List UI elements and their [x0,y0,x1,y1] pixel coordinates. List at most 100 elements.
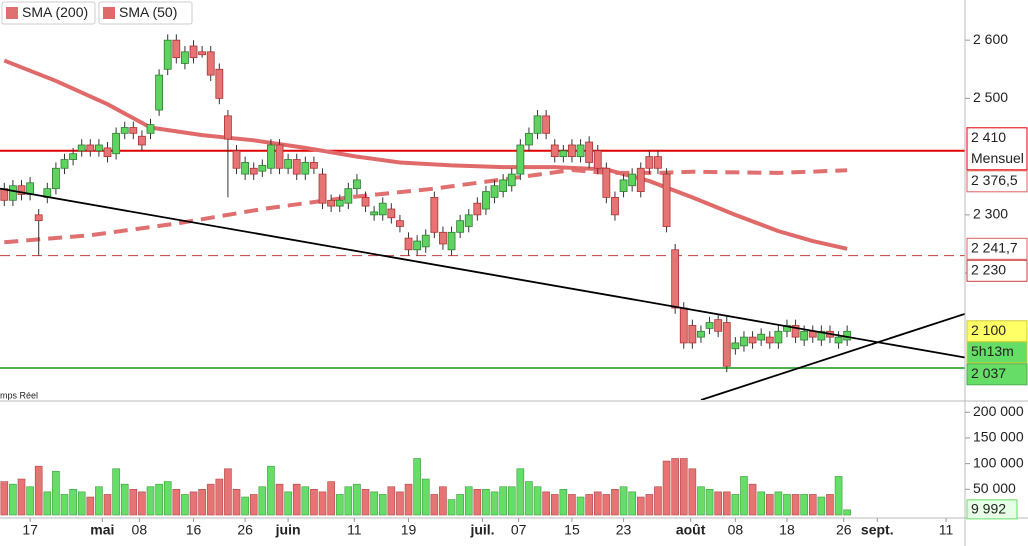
trendline [700,312,965,400]
candle-body [34,214,43,222]
x-tick-label: 23 [616,522,632,538]
candle-body [52,167,60,190]
candle-body [421,234,430,248]
candle-body [361,196,370,207]
volume-bar [731,494,740,516]
price-tag-label: 2 376,5 [971,172,1018,188]
candle-body [344,188,353,204]
volume-bar [456,494,464,516]
candle-body [765,336,774,344]
candle-body [172,39,181,59]
candle-body [636,167,645,192]
volume-bar [138,491,146,516]
volume-bar [533,486,542,516]
x-tick-label: 18 [779,522,795,538]
volume-bar [95,486,103,516]
volume-bar [327,481,335,516]
candle-body [740,336,748,347]
volume-bar [361,489,370,516]
volume-bar [576,496,585,516]
x-tick-label: 11 [939,522,954,538]
candle-body [817,330,826,341]
x-tick-label: mai [90,522,114,538]
volume-bar [714,491,722,516]
x-tick-label: août [676,522,706,538]
volume-bar [808,494,817,516]
volume-bar [593,491,602,516]
volume-bar [146,486,155,516]
price-tag [966,170,1028,193]
volume-bar [490,491,499,516]
candle-body [292,159,301,175]
volume-bar [9,483,17,516]
candle-body [619,179,628,192]
candle-body [413,240,422,251]
candle-body [181,51,189,64]
y-tick-label: 200 000 [973,403,1024,419]
volume-bar [585,494,593,516]
x-tick-label: 08 [132,522,148,538]
candle-body [705,322,714,329]
volume-bar [353,483,361,516]
volume-bar [748,483,757,516]
candle-body [353,179,361,190]
trendline [0,187,965,359]
volume-panel [0,458,851,516]
price-tag [966,363,1028,386]
candle-body [679,307,688,344]
candle-body [258,164,267,172]
volume-bar [387,486,396,516]
candle-body [482,191,490,210]
candle-body [568,144,576,158]
volume-bar [249,494,258,516]
volume-bar [834,476,843,516]
candle-body [602,167,611,198]
volume-bar [86,496,95,516]
candle-body [112,132,121,155]
volume-bar [52,471,60,516]
volume-bar [654,486,662,516]
volume-bar [284,491,292,516]
volume-bar [619,486,628,516]
legend-swatch [6,7,18,19]
volume-bar [843,509,851,516]
volume-bar [0,481,9,516]
volume-bar [335,494,344,516]
price-tag-sub: Mensuel [971,150,1024,166]
candle-body [129,127,138,134]
volume-bar [688,468,697,516]
volume-bar [241,496,249,516]
candle-body [396,220,404,227]
volume-tag-label: 9 992 [971,501,1006,517]
candle-body [697,330,705,338]
volume-bar [43,491,52,516]
volume-bar [378,494,387,516]
volume-bar [791,494,800,516]
volume-bar [482,489,490,516]
y-tick-label: 150 000 [973,429,1024,445]
volume-bar [817,496,826,516]
volume-bar [413,458,421,516]
volume-bar [421,478,430,516]
volume-bar [722,491,731,516]
volume-bar [232,489,241,516]
volume-bar [542,491,550,516]
volume-bar [507,486,516,516]
candle-body [628,173,637,187]
volume-bar [181,494,189,516]
volume-bar [671,458,679,516]
x-tick-label: 15 [564,522,580,538]
legend-item: SMA (50) [98,1,193,25]
volume-bar [275,483,284,516]
y-tick-label: 2 600 [973,31,1008,47]
candle-body [688,325,697,344]
volume-bar [34,465,43,516]
x-tick-label: 26 [836,522,852,538]
price-tag-label: 2 241,7 [971,239,1018,255]
volume-bar [103,494,112,516]
candle-body [17,185,26,195]
volume-bar [525,481,533,516]
candle-body [507,173,516,187]
